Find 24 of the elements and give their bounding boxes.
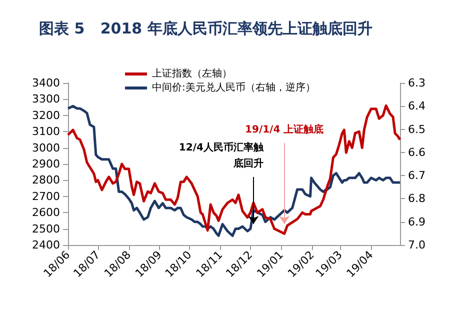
- annotation: 12/4人民币汇率触底回升: [178, 141, 264, 170]
- y2-tick-label: 6.4: [408, 100, 426, 113]
- chart-title: 图表 5 2018 年底人民币汇率领先上证触底回升: [39, 20, 372, 38]
- annotation: 19/1/4 上证触底: [245, 123, 324, 136]
- legend-label: 上证指数（左轴）: [152, 68, 232, 80]
- y2-tick-label: 6.8: [408, 192, 426, 206]
- y-tick-label: 2600: [32, 206, 60, 220]
- y2-tick-label: 7.0: [408, 238, 426, 252]
- y-tick-label: 2900: [32, 158, 60, 170]
- y2-tick-label: 6.7: [408, 169, 426, 182]
- y-tick-label: 3300: [32, 92, 60, 106]
- y-tick-label: 2400: [32, 238, 60, 252]
- y-tick-label: 3000: [32, 141, 60, 154]
- y-tick-label: 3400: [32, 76, 60, 90]
- y-tick-label: 3100: [32, 125, 60, 138]
- y2-tick-label: 6.6: [408, 146, 426, 159]
- y-tick-label: 2800: [32, 174, 60, 187]
- legend-label: 中间价:美元兑人民币（右轴，逆序）: [152, 82, 316, 94]
- y-tick-label: 2700: [32, 190, 60, 203]
- y2-tick-label: 6.5: [408, 122, 426, 136]
- y2-tick-label: 6.9: [408, 215, 426, 228]
- y2-tick-label: 6.3: [408, 76, 426, 90]
- y-tick-label: 3200: [32, 108, 60, 122]
- y-tick-label: 2500: [32, 222, 60, 236]
